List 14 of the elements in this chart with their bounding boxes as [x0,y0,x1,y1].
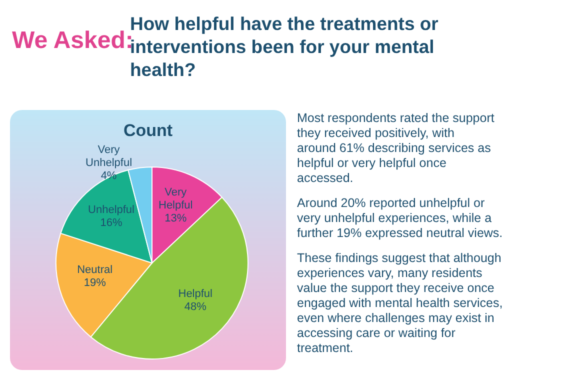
data-label: 16% [100,217,122,230]
slice-label: Neutral [77,264,113,276]
slice-label: Very Unhelpful [86,144,132,170]
text: Most respondents rated the support they received positively, with around 61% describing services as helpful or very helpful once accessed. [297,111,495,185]
chart-title: Count [123,121,173,140]
data-label: 19% [84,277,106,290]
data-label: 13% [164,212,187,224]
text: These findings suggest that although experiences vary, many residents value the support they receive once engaged with mental health services, even where challenges may exist in accessing care or waiting for treatment. [297,251,503,355]
slice-label: Unhelpful [88,204,134,216]
text: Around 20% reported unhelpful or very unhelpful experiences, while a further 19% expressed neutral views. [297,196,503,240]
data-label: 48% [184,301,207,314]
slice-label: Helpful [178,288,213,300]
slice-label: Very Helpful [158,186,193,212]
text: How helpful have the treatments or interventions been for your mental health? [130,13,438,80]
